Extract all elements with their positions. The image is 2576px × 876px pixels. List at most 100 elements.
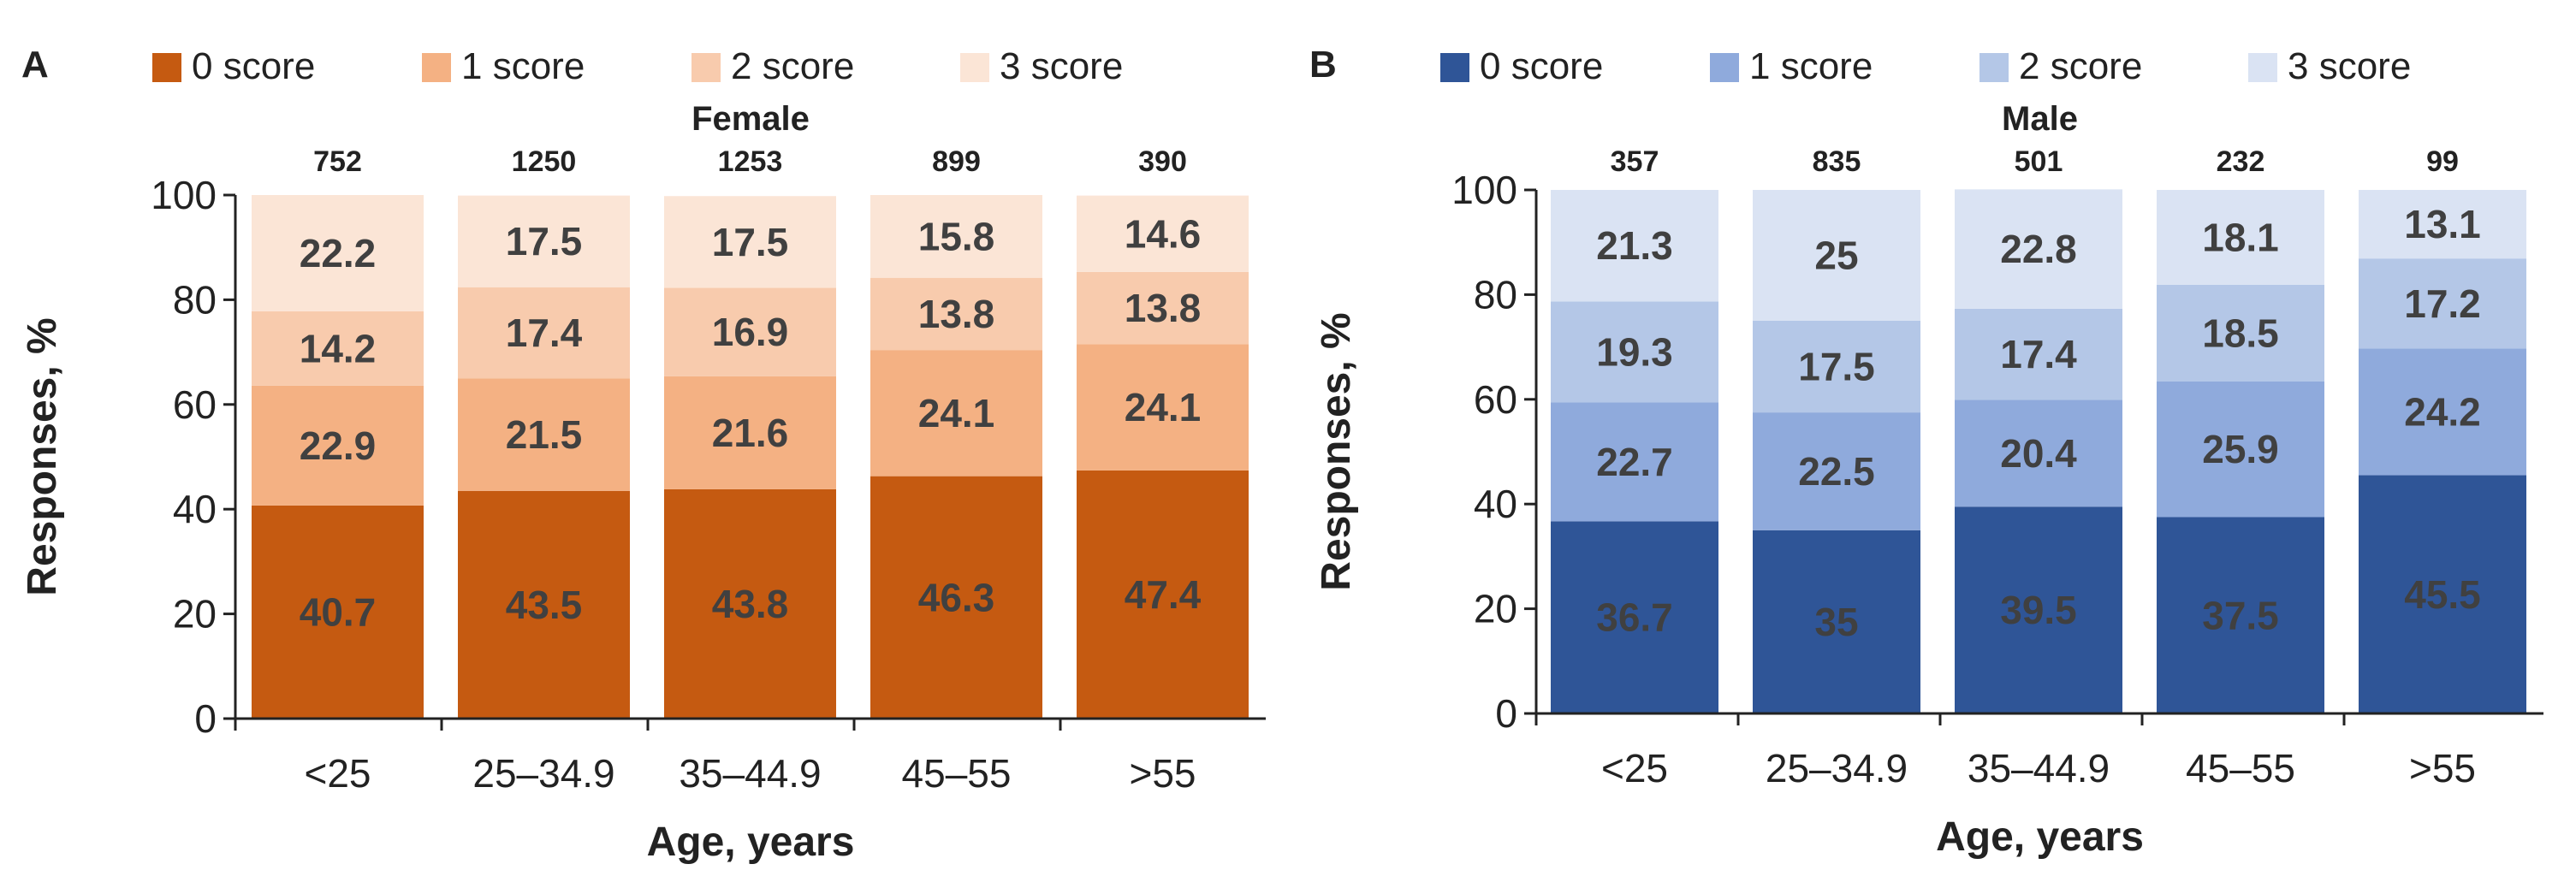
panel-b-bar-segment — [2359, 348, 2526, 476]
panel-a-data-label: 43.5 — [506, 583, 583, 627]
panel-b-y-tick-label: 60 — [1474, 377, 1517, 422]
panel-b-data-label: 37.5 — [2202, 593, 2279, 637]
panel-b-legend-swatch-3 — [2248, 53, 2277, 82]
panel-b-bar-segment — [1753, 530, 1920, 713]
panel-b-bar-segment — [1551, 190, 1718, 302]
panel-a-bar-segment — [458, 287, 630, 379]
panel-a-legend-swatch-1 — [422, 53, 451, 82]
panel-a-bar-segment — [252, 505, 424, 719]
panel-a-bar-segment — [252, 195, 424, 311]
panel-b-y-tick-label: 20 — [1474, 587, 1517, 631]
panel-a-bar-segment — [664, 287, 836, 376]
panel-b-bar-segment — [1753, 190, 1920, 321]
panel-b-bar-segment — [1753, 412, 1920, 530]
panel-a-bar-segment — [1077, 271, 1249, 345]
panel-a-x-tick-label: 45–55 — [902, 751, 1012, 796]
panel-b-data-label: 45.5 — [2404, 572, 2481, 617]
panel-b-bar-segment — [2157, 284, 2324, 382]
panel-b-bar-segment — [2157, 517, 2324, 713]
panel-b-letter: B — [1309, 44, 1337, 86]
panel-a-title: Female — [691, 100, 810, 138]
panel-b-n-label: 835 — [1813, 145, 1861, 178]
panel-b-data-label: 18.5 — [2202, 311, 2279, 355]
panel-a-data-label: 13.8 — [918, 292, 995, 336]
panel-b-n-label: 501 — [2015, 145, 2063, 178]
panel-a-data-label: 14.2 — [300, 326, 377, 370]
panel-b-y-tick-label: 100 — [1451, 168, 1517, 212]
panel-a-n-label: 1250 — [512, 145, 577, 178]
panel-a-y-tick-label: 80 — [173, 277, 217, 322]
panel-a-n-label: 1253 — [718, 145, 783, 178]
panel-b-bar-segment — [1551, 402, 1718, 522]
panel-b-legend-label-2: 2 score — [2019, 45, 2142, 87]
panel-b-x-axis-title: Age, years — [1936, 814, 2144, 860]
panel-a-data-label: 40.7 — [300, 589, 377, 634]
panel-b-x-tick-label: <25 — [1601, 746, 1668, 790]
panel-b-data-label: 25 — [1814, 234, 1858, 278]
panel-a-bar-segment — [664, 196, 836, 288]
panel-b-bar-segment — [1955, 506, 2122, 713]
panel-a-n-label: 899 — [932, 145, 981, 178]
panel-a-y-tick-label: 0 — [194, 696, 217, 741]
panel-b-bar-segment — [1955, 189, 2122, 309]
panel-a-legend-label-1: 1 score — [461, 45, 585, 87]
panel-b-data-label: 20.4 — [2000, 431, 2077, 476]
panel-a-legend-swatch-3 — [960, 53, 989, 82]
panel-a-bar-segment — [458, 490, 630, 719]
panel-b-bar-segment — [2157, 381, 2324, 518]
panel-b-x-tick-label: >55 — [2409, 746, 2476, 790]
panel-b-data-label: 25.9 — [2202, 427, 2279, 471]
panel-a-x-tick-label: <25 — [304, 751, 371, 796]
panel-b-legend-label-0: 0 score — [1480, 45, 1603, 87]
panel-b-data-label: 17.5 — [1798, 345, 1875, 389]
panel-a-bar-segment — [870, 350, 1042, 476]
panel-b-bar-segment — [2157, 190, 2324, 285]
panel-b-n-label: 357 — [1611, 145, 1659, 178]
panel-b-title: Male — [2002, 100, 2078, 138]
panel-a-letter: A — [21, 44, 49, 86]
panel-a-data-label: 14.6 — [1125, 211, 1202, 256]
panel-b-bar-segment — [1551, 301, 1718, 403]
panel-b-x-tick-label: 45–55 — [2186, 746, 2295, 790]
panel-a-data-label: 15.8 — [918, 214, 995, 258]
panel-b-y-tick-label: 40 — [1474, 482, 1517, 526]
panel-b-data-label: 21.3 — [1596, 223, 1673, 268]
panel-a-bar-segment — [458, 195, 630, 287]
panel-a-bar-segment — [870, 476, 1042, 719]
panel-b-chart: B 0 score 1 score 2 score 3 score Male 36.7 22.… — [1309, 44, 2543, 860]
panel-a-y-tick-label: 40 — [173, 487, 217, 531]
panel-b-data-label: 22.8 — [2000, 227, 2077, 271]
panel-a-x-tick-label: 35–44.9 — [679, 751, 821, 796]
panel-a-data-label: 22.2 — [300, 231, 377, 275]
panel-b-data-label: 35 — [1814, 600, 1858, 644]
panel-b-bar-segment — [1753, 321, 1920, 413]
panel-a-data-label: 24.1 — [918, 391, 995, 435]
panel-b-x-tick-label: 35–44.9 — [1968, 746, 2110, 790]
panel-a-data-label: 24.1 — [1125, 385, 1202, 429]
panel-a-data-label: 43.8 — [712, 582, 789, 626]
panel-b-data-label: 22.5 — [1798, 449, 1875, 494]
panel-a-bar-segment — [870, 277, 1042, 351]
panel-b-x-tick-label: 25–34.9 — [1766, 746, 1908, 790]
panel-a-bar-segment — [1077, 195, 1249, 272]
panel-a-legend-swatch-2 — [691, 53, 721, 82]
panel-b-data-label: 22.7 — [1596, 440, 1673, 484]
panel-b-bar-segment — [1551, 521, 1718, 713]
panel-a-bar-segment — [458, 378, 630, 491]
panel-a-y-tick-label: 60 — [173, 382, 217, 427]
panel-a-y-tick-label: 100 — [151, 173, 217, 217]
panel-b-bar-segment — [1955, 400, 2122, 507]
panel-a-data-label: 22.9 — [300, 423, 377, 468]
panel-b-legend-swatch-1 — [1710, 53, 1739, 82]
panel-b-bar-segment — [2359, 258, 2526, 349]
panel-a-data-label: 21.6 — [712, 411, 789, 455]
panel-a-y-tick-label: 20 — [173, 592, 217, 636]
panel-b-legend-swatch-0 — [1440, 53, 1469, 82]
panel-a-legend-swatch-0 — [152, 53, 181, 82]
panel-a-x-tick-label: >55 — [1129, 751, 1196, 796]
panel-a-legend-label-0: 0 score — [192, 45, 315, 87]
panel-a-n-label: 752 — [313, 145, 362, 178]
panel-b-y-tick-label: 0 — [1495, 691, 1517, 736]
panel-a-bar-segment — [1077, 470, 1249, 719]
